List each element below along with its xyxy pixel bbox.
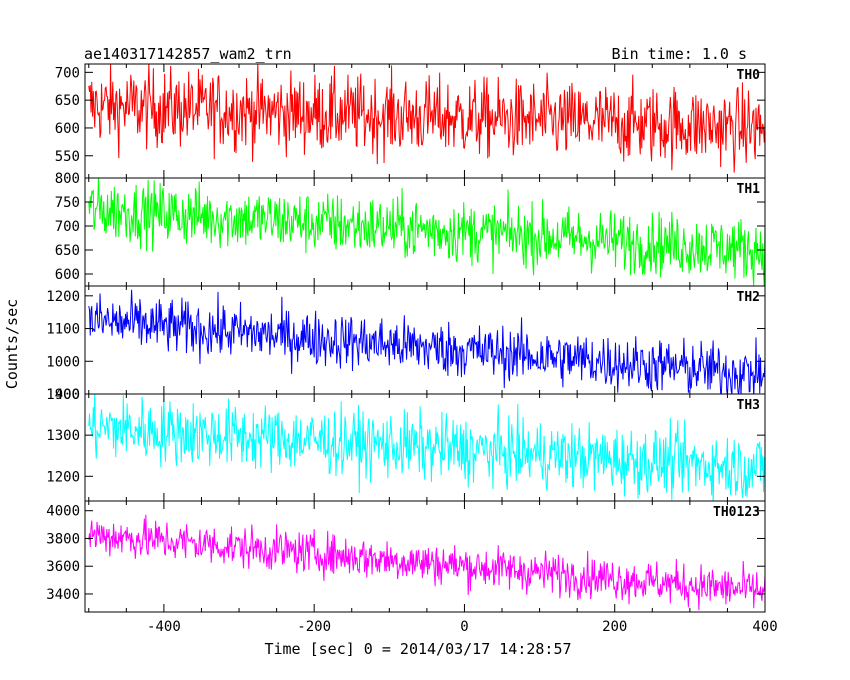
y-tick-label: 600 xyxy=(55,267,80,283)
panel-th1: 600 650 700 750 800 TH1 xyxy=(55,171,766,287)
y-tick-label: 800 xyxy=(55,171,80,187)
x-tick-labels: -400 -200 0 200 400 xyxy=(147,619,778,635)
y-tick-label: 3600 xyxy=(46,559,80,575)
series-line-th2 xyxy=(88,289,765,394)
y-tick-label: 1000 xyxy=(46,354,80,370)
y-tick-label: 550 xyxy=(55,149,80,165)
x-tick-label: -200 xyxy=(297,619,331,635)
chart-panels: 550 600 650 700 TH0 600 650 700 750 800 TH1 900 1000… xyxy=(46,63,766,613)
panel-label: TH2 xyxy=(737,290,760,305)
y-tick-label: 4000 xyxy=(46,504,80,520)
series-line-th3 xyxy=(88,394,765,501)
series-line-th0123 xyxy=(88,514,765,611)
y-tick-label: 1200 xyxy=(46,289,80,305)
y-tick-label: 1300 xyxy=(46,428,80,444)
y-tick-label: 750 xyxy=(55,195,80,211)
x-tick-label: -400 xyxy=(147,619,181,635)
panel-th2: 900 1000 1100 1200 TH2 xyxy=(46,285,766,403)
x-tick-label: 400 xyxy=(752,619,777,635)
y-tick-label: 1200 xyxy=(46,469,80,485)
y-tick-label: 600 xyxy=(55,121,80,137)
panel-th0123: 3400 3600 3800 4000 TH0123 xyxy=(46,500,766,613)
panel-label: TH0123 xyxy=(713,505,760,520)
series-line-th0 xyxy=(88,64,765,173)
panel-label: TH1 xyxy=(737,182,761,197)
x-tick-label: 0 xyxy=(460,619,468,635)
y-tick-label: 1400 xyxy=(46,387,80,403)
chart-title: ae140317142857_wam2_trn xyxy=(84,45,292,63)
y-tick-label: 650 xyxy=(55,243,80,259)
y-tick-label: 3800 xyxy=(46,531,80,547)
x-axis-label: Time [sec] 0 = 2014/03/17 14:28:57 xyxy=(264,640,571,658)
y-tick-label: 650 xyxy=(55,93,80,109)
panel-label: TH3 xyxy=(737,398,760,413)
panel-th0: 550 600 650 700 TH0 xyxy=(55,63,766,179)
bin-time-label: Bin time: 1.0 s xyxy=(612,45,747,63)
x-tick-label: 200 xyxy=(602,619,627,635)
y-axis-label: Counts/sec xyxy=(3,299,21,389)
y-tick-label: 700 xyxy=(55,65,80,81)
y-tick-label: 900 xyxy=(55,387,80,403)
series-line-th1 xyxy=(88,178,765,286)
panel-frame xyxy=(84,500,766,613)
y-tick-label: 3400 xyxy=(46,587,80,603)
y-tick-label: 700 xyxy=(55,219,80,235)
panel-label: TH0 xyxy=(737,68,761,83)
panel-th3: 1200 1300 1400 TH3 xyxy=(46,387,766,502)
y-tick-label: 1100 xyxy=(46,322,80,338)
